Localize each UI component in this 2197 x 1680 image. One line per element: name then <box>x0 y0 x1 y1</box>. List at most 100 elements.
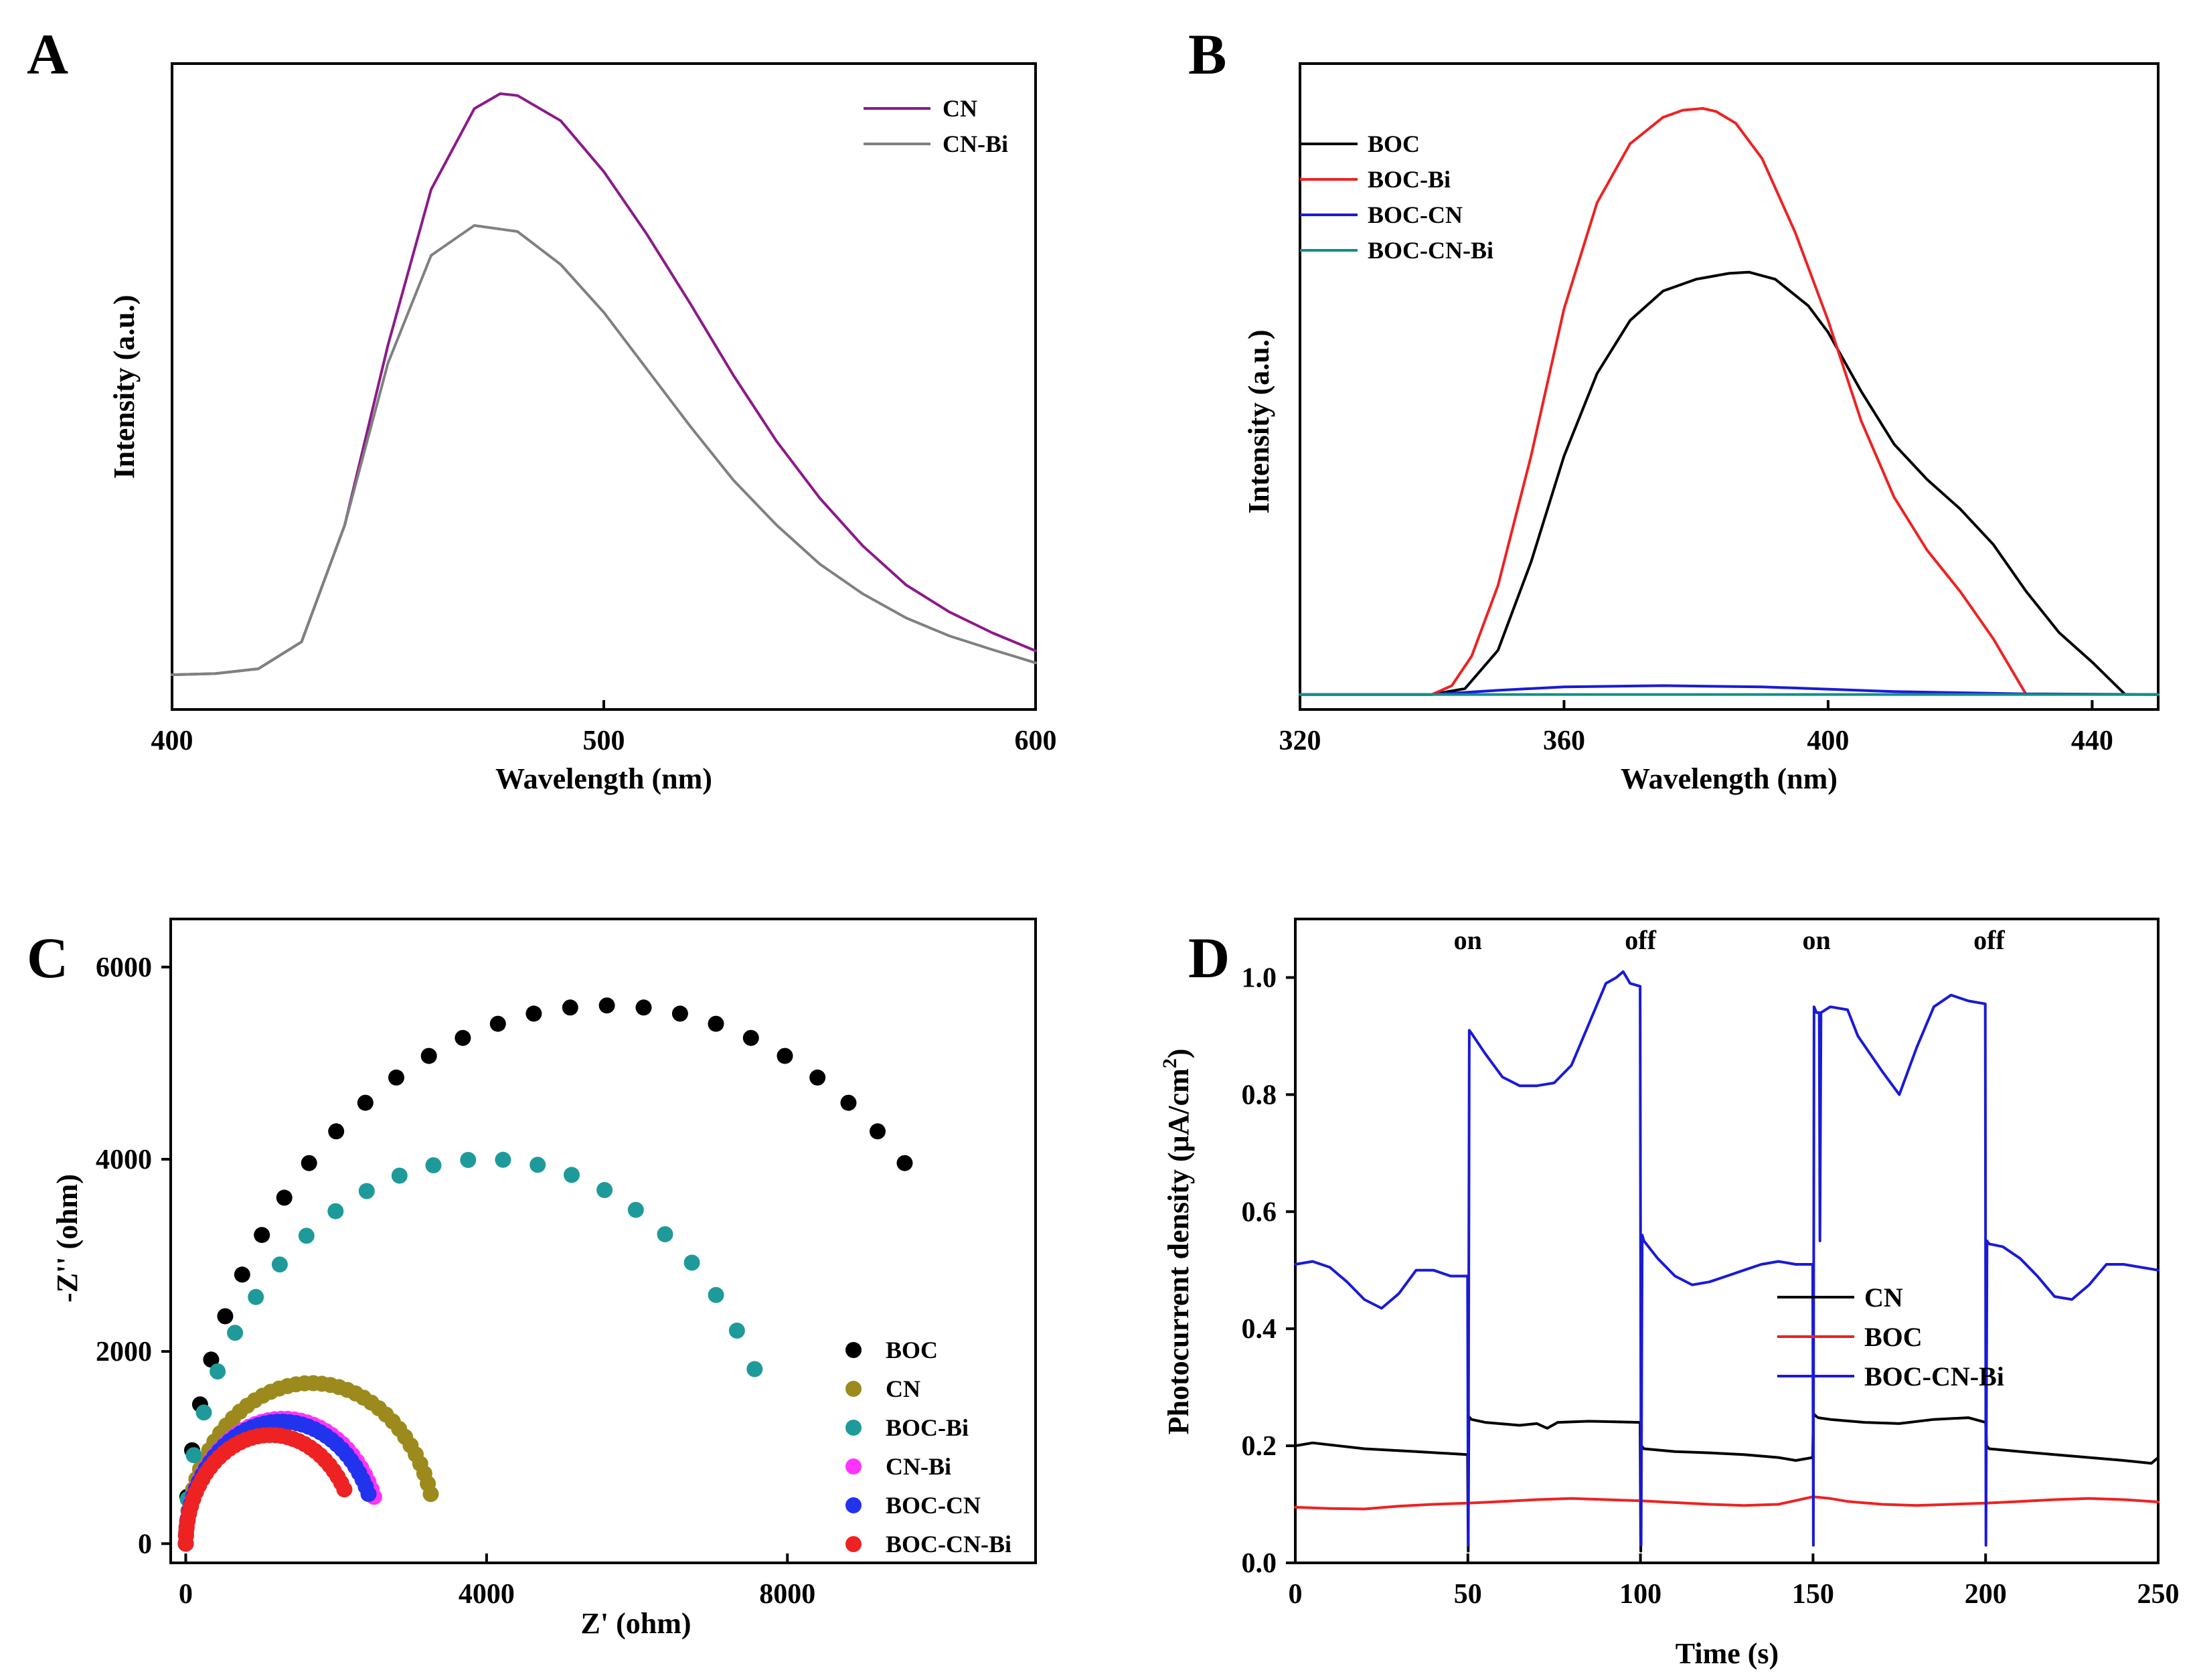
data-point-boc-c <box>203 1351 220 1368</box>
x-tick-label-c-1: 4000 <box>459 1579 515 1610</box>
annotation-off-3: off <box>1973 925 2005 955</box>
legend-marker-boc-bi <box>845 1420 862 1436</box>
data-point-boc-c <box>217 1308 234 1325</box>
legend-label-cn-c: CN <box>886 1375 920 1402</box>
data-point-boc-bi-c <box>657 1226 673 1242</box>
annotations-d: on off on off <box>1454 925 2006 955</box>
series-line-boc-bi-b <box>1299 107 2028 696</box>
data-point-boc-c <box>455 1029 471 1046</box>
data-point-boc-c <box>489 1015 506 1032</box>
legend-marker-cn-bi <box>845 1458 862 1475</box>
legend-marker-boc-cn <box>845 1497 862 1513</box>
series-b <box>1299 107 2160 696</box>
data-point-boc-bi-c <box>683 1254 700 1271</box>
series-line-cn-bi-a <box>171 224 1037 677</box>
panel-label-a: A <box>27 22 68 86</box>
y-axis-label-a: Intensity (a.u.) <box>108 295 141 479</box>
data-point-boc-cn-bi-c <box>336 1481 353 1498</box>
panel-b: B 320 360 400 440 Wavelength (nm) Intensity… <box>1188 22 2160 795</box>
series-line-boc-d <box>1294 1495 2160 1511</box>
legend-label-boc: BOC <box>1368 131 1420 157</box>
data-point-boc-bi-c <box>460 1152 477 1168</box>
x-axis-label-d-text: Time (s) <box>1676 1637 1779 1670</box>
x-ticks-d: 0 50 100 150 200 250 <box>1289 1553 2180 1610</box>
data-point-boc-bi-c <box>185 1447 202 1464</box>
data-point-boc-bi-c <box>708 1286 724 1303</box>
data-point-boc-c <box>388 1069 404 1086</box>
y-tick-label-d-3: 0.6 <box>1242 1197 1277 1228</box>
panel-d: D 0 50 100 150 200 250 0.00.20.40.60.81.0 on o… <box>1159 918 2180 1670</box>
x-tick-label-d-4: 200 <box>1965 1579 2007 1610</box>
y-tick-label-d-0: 0.0 <box>1242 1548 1277 1579</box>
data-point-boc-c <box>562 999 578 1016</box>
legend-marker-cn <box>845 1381 862 1397</box>
panel-label-b: B <box>1188 22 1226 86</box>
data-point-boc-bi-c <box>227 1325 244 1341</box>
x-axis-label-d: Time (s) <box>1676 1637 1779 1670</box>
x-tick-label-d-5: 250 <box>2137 1579 2180 1610</box>
x-tick-label-c-0: 0 <box>179 1579 193 1610</box>
panel-label-d: D <box>1188 926 1230 990</box>
x-tick-label-a-2: 600 <box>1015 726 1057 756</box>
x-ticks-a: 400 500 600 <box>151 700 1057 756</box>
annotation-off-1: off <box>1625 925 1656 955</box>
plot-frame-b <box>1299 62 2160 711</box>
series-line-boc-cn-bi-d <box>1294 970 2160 1547</box>
y-tick-label-d-5: 1.0 <box>1242 962 1277 993</box>
series-line-cn-a <box>171 92 1037 677</box>
data-point-boc-bi-c <box>746 1361 763 1377</box>
legend-marker-boc <box>845 1342 862 1358</box>
series-line-boc-cn-b <box>1299 684 2160 696</box>
x-tick-label-a-0: 400 <box>151 726 193 756</box>
x-tick-label-a-1: 500 <box>583 726 625 756</box>
data-point-boc-c <box>671 1005 688 1022</box>
data-point-boc-cn-c <box>360 1486 377 1503</box>
data-point-boc-c <box>301 1155 317 1171</box>
data-point-boc-bi-c <box>728 1323 745 1339</box>
y-tick-label-c-3: 6000 <box>96 952 152 983</box>
x-tick-label-d-0: 0 <box>1289 1579 1303 1610</box>
data-point-boc-bi-c <box>391 1167 408 1184</box>
data-point-boc-c <box>276 1189 293 1206</box>
y-tick-label-c-0: 0 <box>138 1529 152 1560</box>
x-ticks-b: 320 360 400 440 <box>1279 700 2113 756</box>
legend-a: CN CN-Bi <box>864 95 1008 157</box>
legend-d: CN BOC BOC-CN-Bi <box>1777 1282 2004 1392</box>
y-axis-label-b: Intensity (a.u.) <box>1242 329 1275 513</box>
data-point-boc-c <box>420 1047 437 1064</box>
series-d <box>1294 970 2160 1553</box>
x-axis-label-a: Wavelength (nm) <box>495 762 712 795</box>
plot-frame-a <box>171 62 1037 711</box>
annotation-on-2: on <box>1802 925 1830 955</box>
data-point-boc-bi-c <box>596 1182 613 1198</box>
x-tick-label-b-1: 360 <box>1543 726 1585 756</box>
data-point-boc-bi-c <box>358 1183 375 1199</box>
y-ticks-d: 0.0 0.2 0.4 0.6 0.8 1.0 <box>1242 962 1295 1579</box>
x-tick-label-d-3: 150 <box>1792 1579 1834 1610</box>
data-point-boc-bi-c <box>210 1363 226 1379</box>
y-tick-label-d-4: 0.8 <box>1242 1080 1277 1110</box>
x-axis-label-c: Z' (ohm) <box>581 1607 691 1640</box>
plot-frame-c <box>169 918 1037 1564</box>
legend-label-boc-cn-bi-c: BOC-CN-Bi <box>886 1531 1011 1558</box>
x-tick-label-b-2: 400 <box>1807 726 1849 756</box>
legend-label-boc-bi: BOC-Bi <box>1368 166 1451 193</box>
data-point-boc-c <box>742 1029 759 1046</box>
x-tick-label-b-3: 440 <box>2071 726 2113 756</box>
data-point-boc-bi-c <box>627 1201 644 1218</box>
data-point-boc-bi-c <box>271 1256 288 1273</box>
data-point-boc-c <box>598 997 615 1014</box>
data-point-boc-c <box>896 1155 913 1171</box>
data-point-boc-c <box>525 1005 542 1022</box>
legend-label-cn: CN <box>943 95 977 122</box>
data-point-boc-c <box>328 1123 345 1140</box>
panel-c: C 0 4000 8000 0 2000 4000 6000 Z' (ohm) -Z'' … <box>27 918 1037 1640</box>
data-point-cn-c <box>422 1486 439 1503</box>
x-tick-label-d-2: 100 <box>1619 1579 1661 1610</box>
data-point-boc-c <box>234 1266 250 1283</box>
legend-label-boc-cn: BOC-CN <box>1368 201 1463 228</box>
data-point-boc-bi-c <box>248 1288 264 1305</box>
data-point-boc-bi-c <box>425 1157 442 1173</box>
panel-a: A 400 500 600 Wavelength (nm) Intensity (a… <box>27 22 1057 795</box>
